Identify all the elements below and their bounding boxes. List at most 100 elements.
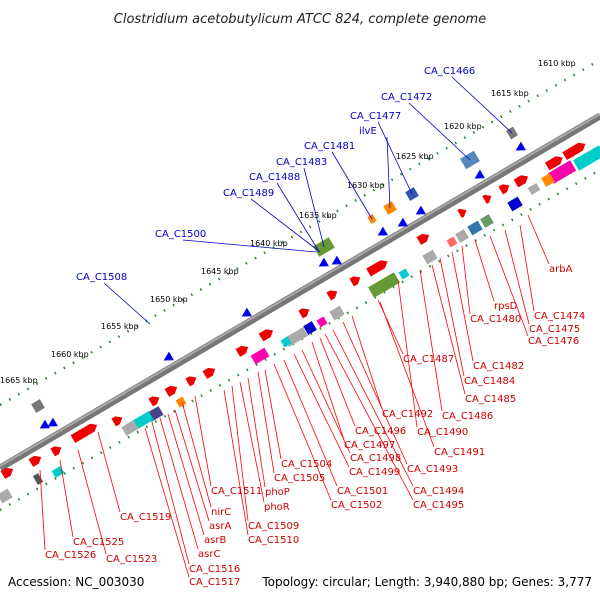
gene-feature [250, 347, 270, 365]
ruler-tick-label: 1630 kbp [347, 181, 385, 190]
lower-gene-label: CA_C1485 [465, 394, 516, 405]
lower-gene-label: asrB [204, 535, 226, 546]
upper-gene-label: CA_C1466 [424, 66, 475, 77]
lower-gene-label: CA_C1497 [344, 440, 395, 451]
gene-feature [541, 173, 555, 187]
gene-feature [422, 249, 438, 265]
forward-gene-arrow [148, 396, 160, 407]
lower-label-leader [194, 395, 212, 487]
forward-gene-arrow [416, 233, 430, 245]
upper-label-leader [276, 182, 319, 251]
forward-gene-arrow [513, 175, 529, 188]
forward-gene-arrow [349, 276, 361, 287]
upper-label-leader [331, 151, 373, 220]
lower-label-leader [59, 459, 74, 538]
gene-marker [241, 307, 252, 317]
gene-feature [303, 321, 317, 335]
ruler-tick-label: 1660 kbp [51, 350, 89, 359]
lower-label-leader [159, 417, 199, 550]
lower-gene-label: nirC [211, 507, 231, 518]
forward-gene-arrow [185, 376, 197, 387]
ruler-tick-label: 1635 kbp [299, 211, 337, 220]
gene-marker [39, 419, 50, 429]
lower-gene-label: CA_C1492 [382, 409, 433, 420]
lower-label-leader [332, 329, 414, 487]
accession-text: Accession: NC_003030 [8, 575, 144, 589]
lower-label-leader [397, 279, 418, 428]
upper-label-leader [103, 282, 151, 325]
gene-feature [507, 196, 523, 212]
gene-feature [0, 488, 13, 504]
lower-gene-label: phoP [265, 487, 290, 498]
gene-marker [377, 226, 388, 236]
lower-gene-label: rpsD [494, 301, 518, 312]
lower-gene-label: CA_C1480 [470, 314, 521, 325]
ruler-ticks: 1610 kbp 1615 kbp 1620 kbp 1625 kbp 1630 kbp… [0, 59, 576, 385]
lower-label-leader [319, 337, 356, 427]
lower-label-leader [167, 413, 205, 536]
lower-label-leader [77, 449, 107, 555]
lower-label-leader [174, 409, 210, 522]
lower-gene-label: CA_C1482 [473, 361, 524, 372]
lower-label-leader [181, 401, 212, 508]
genome-backbone-highlight [0, 113, 600, 467]
upper-label-leader [303, 167, 325, 248]
gene-feature [121, 420, 139, 436]
upper-gene-label: ilvE [359, 126, 377, 137]
lower-gene-label: CA_C1502 [331, 500, 382, 511]
lower-gene-label: CA_C1490 [417, 427, 468, 438]
lower-label-leader [39, 469, 46, 551]
lower-label-leader [519, 224, 535, 312]
gene-marker [47, 417, 58, 427]
lower-label-leader [151, 421, 190, 565]
ruler-tick-label: 1665 kbp [0, 376, 38, 385]
lower-label-leader [527, 214, 550, 265]
lower-label-leader [377, 299, 404, 355]
ruler-tick-label: 1610 kbp [538, 59, 576, 68]
gene-feature [32, 473, 44, 485]
lower-gene-label: CA_C1491 [434, 447, 485, 458]
gene-feature [398, 268, 410, 280]
lower-label-leader [247, 377, 266, 488]
upper-gene-label: CA_C1477 [350, 111, 401, 122]
lower-gene-label: CA_C1486 [442, 411, 493, 422]
gene-feature [329, 305, 345, 321]
forward-gene-arrow [562, 142, 586, 160]
lower-gene-label: CA_C1510 [248, 535, 299, 546]
lower-gene-label: CA_C1526 [45, 550, 96, 561]
upper-gene-label: CA_C1472 [381, 92, 432, 103]
forward-gene-arrow [164, 385, 178, 397]
ruler-tick-label: 1615 kbp [491, 89, 529, 98]
forward-gene-arrow [50, 446, 62, 457]
lower-gene-label: CA_C1499 [349, 467, 400, 478]
forward-gene-arrow [28, 455, 42, 467]
lower-label-leader [431, 264, 466, 395]
gene-marker [331, 255, 342, 265]
gene-marker [397, 217, 408, 227]
forward-gene-arrow [235, 345, 249, 357]
ruler-tick-label: 1650 kbp [150, 295, 188, 304]
gene-feature [175, 396, 187, 408]
gene-feature [455, 229, 469, 243]
lower-label-leader [351, 315, 383, 410]
gene-feature [316, 316, 328, 328]
upper-gene-label: CA_C1483 [276, 157, 327, 168]
lower-gene-label: CA_C1504 [281, 459, 332, 470]
forward-gene-arrow [0, 467, 14, 479]
lower-label-leader [223, 389, 249, 536]
ruler-tick-label: 1655 kbp [101, 322, 139, 331]
lower-label-leader [311, 341, 345, 441]
lower-label-leader [451, 251, 474, 362]
lower-label-leader [461, 245, 471, 315]
lower-gene-label: CA_C1505 [274, 473, 325, 484]
lower-gene-label: CA_C1493 [407, 464, 458, 475]
lower-label-leader [504, 229, 530, 325]
ruler-tick-label: 1640 kbp [250, 239, 288, 248]
upper-gene-label: CA_C1500 [155, 229, 206, 240]
gene-marker [474, 169, 485, 179]
lower-gene-label: CA_C1519 [120, 512, 171, 523]
forward-gene-arrow [258, 329, 274, 342]
lower-label-leader [439, 257, 465, 377]
